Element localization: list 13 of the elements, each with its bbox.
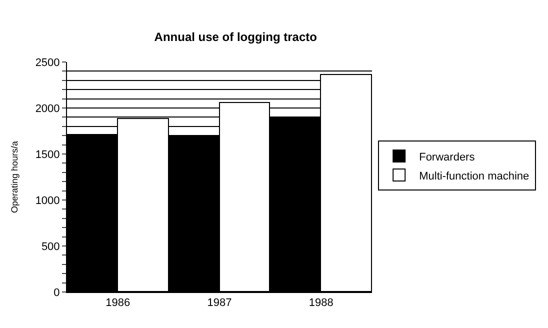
y-tick-label: 1000 xyxy=(35,194,60,207)
y-tick-label: 2000 xyxy=(35,102,60,115)
chart-title: Annual use of logging tracto xyxy=(154,30,317,44)
x-tick-label: 1988 xyxy=(308,297,334,310)
y-tick-label: 2500 xyxy=(35,56,60,69)
y-axis-title: Operating hours/a xyxy=(10,140,20,214)
y-tick-label: 0 xyxy=(54,286,60,299)
y-tick-label: 1500 xyxy=(35,148,60,161)
legend-label: Forwarders xyxy=(419,151,476,164)
x-tick-label: 1987 xyxy=(207,297,232,310)
legend-label: Multi-function machine xyxy=(419,170,530,182)
y-tick-label: 500 xyxy=(41,240,60,253)
x-tick-label: 1986 xyxy=(106,297,130,310)
